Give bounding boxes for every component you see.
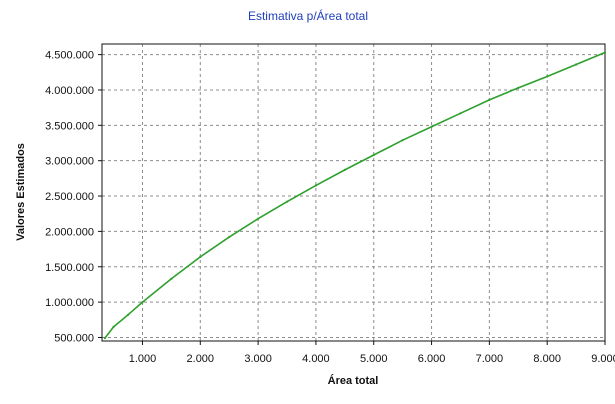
x-tick-label: 1.000 <box>129 353 157 365</box>
series-point <box>170 277 173 280</box>
series-point <box>603 51 607 54</box>
series-point <box>517 86 520 89</box>
grid <box>102 44 606 341</box>
series-point <box>103 337 106 340</box>
x-tick-label: 2.000 <box>187 353 215 365</box>
series-point <box>488 98 491 101</box>
plot-frame <box>101 43 606 342</box>
y-tick-label: 2.000.000 <box>45 226 94 238</box>
x-tick-label: 8.000 <box>533 353 561 365</box>
series-point <box>574 63 578 66</box>
series-point <box>285 200 289 203</box>
series-point <box>546 75 549 78</box>
x-axis-ticks: 1.000 2.000 3.000 4.000 5.000 6.000 7.000 8.000… <box>129 341 615 365</box>
x-tick-label: 5.000 <box>360 353 388 365</box>
series-point <box>459 112 462 115</box>
x-tick-label: 3.000 <box>244 353 272 365</box>
y-tick-label: 4.000.000 <box>45 85 94 97</box>
series-layer <box>103 51 607 340</box>
x-tick-label: 4.000 <box>302 353 330 365</box>
series-point <box>430 125 433 128</box>
y-tick-label: 1.500.000 <box>45 262 94 274</box>
x-tick-label: 6.000 <box>418 353 446 365</box>
chart-title: Estimativa p/Área total <box>248 8 368 23</box>
series-point <box>372 153 375 157</box>
series-point <box>199 255 202 258</box>
series-point <box>228 235 231 239</box>
series-point <box>112 325 115 328</box>
series-point <box>126 313 130 316</box>
y-axis-label: Valores Estimados <box>15 143 27 241</box>
y-tick-label: 3.500.000 <box>45 120 94 132</box>
series-line-0 <box>104 51 606 339</box>
y-tick-label: 500.000 <box>54 332 94 344</box>
series-point <box>257 217 260 220</box>
series-point <box>343 168 346 171</box>
series-point <box>141 301 144 304</box>
y-axis-ticks: 500.000 1.000.000 1.500.000 2.000.000 2.500.… <box>45 50 102 344</box>
x-tick-label: 7.000 <box>476 353 504 365</box>
y-tick-label: 3.000.000 <box>45 156 94 168</box>
y-tick-label: 2.500.000 <box>45 191 94 203</box>
series-point <box>314 184 318 187</box>
y-tick-label: 1.000.000 <box>45 297 94 309</box>
y-tick-label: 4.500.000 <box>45 50 94 62</box>
x-tick-label: 9.000 <box>591 353 615 365</box>
x-axis-label: Área total <box>328 374 379 387</box>
series-point <box>401 139 404 142</box>
